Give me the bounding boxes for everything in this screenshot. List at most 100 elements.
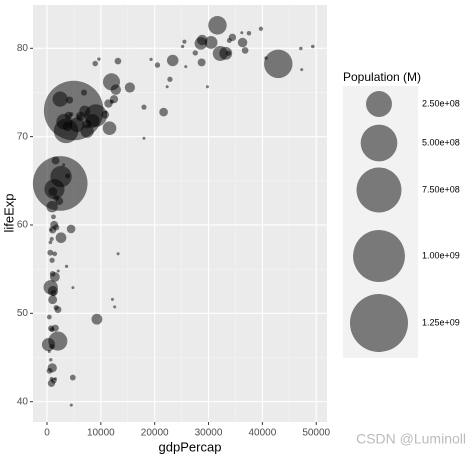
bubble [246,31,252,36]
bubble [65,173,71,179]
bubble [48,295,58,305]
bubble [116,252,120,256]
bubble [82,119,92,129]
bubble [165,85,169,89]
bubble [114,57,122,65]
bubble [53,304,59,311]
watermark: CSDN @Luminoll [356,431,466,447]
bubble [47,249,54,256]
bubble [197,58,206,67]
bubble [166,54,179,67]
y-tick-label: 40 [17,396,29,407]
bubble [204,36,218,49]
bubble [69,112,74,117]
x-tick-label: 40000 [248,428,276,439]
bubble [55,197,64,205]
bubble [264,49,293,79]
bubble [225,50,232,56]
bubble [205,85,209,89]
bubble [51,214,56,220]
bubble [104,110,108,114]
bubble [80,124,94,138]
bubble [91,313,103,325]
bubble [76,114,82,120]
bubble [154,62,161,68]
bubble [69,117,85,133]
bubble [299,46,303,51]
y-tick-label: 60 [17,220,29,231]
bubble [102,121,117,135]
bubble [300,68,304,72]
x-tick-label: 20000 [141,428,169,439]
bubble [48,187,58,196]
bubble [149,57,153,61]
bubble [226,38,232,43]
x-axis-title: gdpPercap [159,439,222,454]
bubble [46,201,58,213]
bubble [51,156,60,165]
bubble [241,47,249,54]
bubble [66,224,76,234]
bubble [196,34,208,46]
legend-label: 1.25e+09 [422,317,460,327]
bubble [48,240,53,245]
bubble [180,44,185,49]
bubble [50,289,57,297]
bubble [65,96,74,104]
bubble [110,297,114,301]
bubble [258,26,264,31]
bubble [92,60,98,67]
bubble [113,305,117,309]
bubble [109,99,114,104]
bubble [192,50,198,56]
bubble [46,314,52,320]
bubble [49,358,53,362]
x-tick-label: 50000 [302,428,330,439]
legend-label: 1.00e+09 [422,250,460,260]
legend-key [360,124,398,162]
bubble [71,286,75,290]
bubble [264,56,268,60]
bubble [69,374,76,381]
x-tick-label: 10000 [87,428,115,439]
bubble [62,163,66,167]
bubble [52,91,68,107]
y-tick-label: 70 [17,131,29,142]
bubble [124,82,135,93]
bubble [110,84,122,95]
y-axis-title: lifeExp [1,193,16,232]
bubble [49,327,55,333]
x-tick-label: 0 [44,428,50,439]
bubble [69,403,73,407]
bubble [49,376,54,382]
bubble [55,232,67,244]
bubble [80,89,88,96]
bubble [62,121,73,132]
legend-label: 7.50e+08 [422,184,460,194]
legend-label: 5.00e+08 [422,137,460,147]
bubble [237,37,248,48]
legend-key [356,167,402,213]
bubble [49,270,56,277]
bubble [167,76,173,82]
bubble [142,136,146,140]
legend-key [366,91,392,117]
legend-key [353,230,405,282]
bubble [182,39,187,44]
bubble [56,269,60,273]
bubble [49,257,55,263]
bubble [97,57,101,61]
bubble [49,236,54,241]
x-tick-label: 30000 [195,428,223,439]
bubble [53,224,60,231]
bubble [240,31,244,35]
bubble [47,349,51,353]
bubble [49,344,55,349]
bubble [159,107,168,117]
legend-title: Population (M) [343,70,421,84]
bubble [64,264,69,268]
y-tick-label: 80 [17,43,29,54]
legend-label: 2.50e+08 [422,98,460,108]
bubble [141,104,147,110]
